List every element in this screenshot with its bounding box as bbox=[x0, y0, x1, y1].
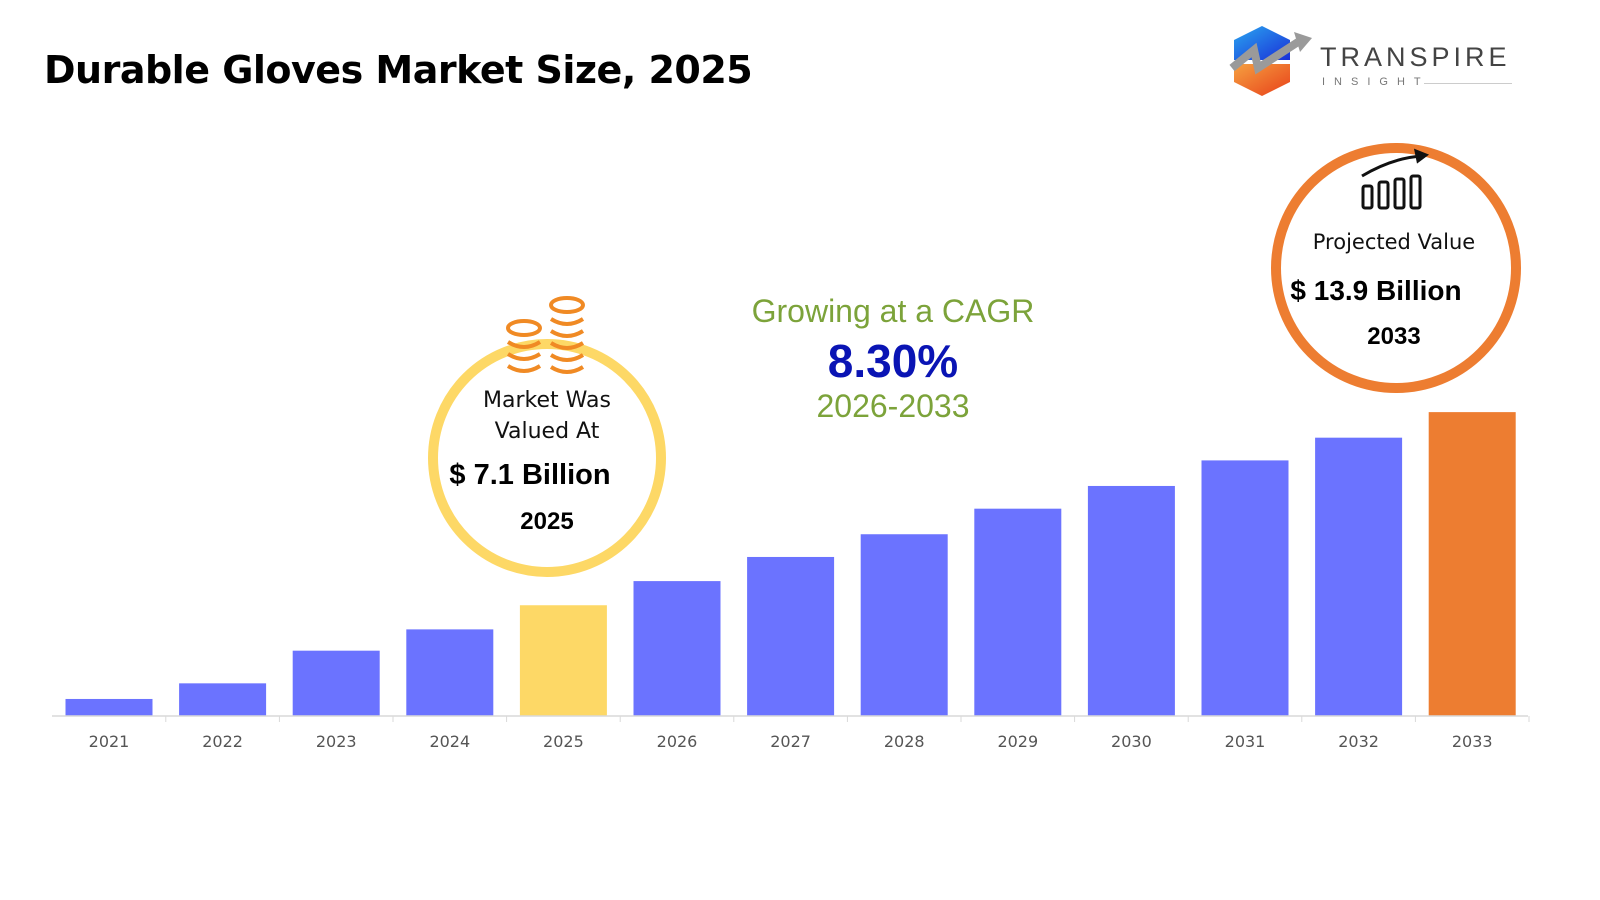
x-tick-label: 2023 bbox=[316, 732, 357, 751]
bar-2024 bbox=[406, 629, 494, 716]
market-valued-label: Market Was Valued At bbox=[447, 385, 647, 447]
bar-2030 bbox=[1087, 485, 1175, 716]
transpire-logo: TRANSPIRE INSIGHT bbox=[1228, 24, 1518, 100]
cagr-label: Growing at a CAGR bbox=[751, 293, 1035, 329]
cagr-period: 2026-2033 bbox=[816, 388, 970, 424]
x-tick-label: 2028 bbox=[884, 732, 925, 751]
x-tick-label: 2030 bbox=[1111, 732, 1152, 751]
page-title: Durable Gloves Market Size, 2025 bbox=[44, 48, 753, 92]
x-tick-label: 2026 bbox=[657, 732, 698, 751]
bar-2033 bbox=[1428, 412, 1516, 716]
bar-2027 bbox=[747, 556, 835, 716]
projected-amount: $ 13.9 Billion bbox=[1290, 275, 1462, 306]
bar-2025 bbox=[519, 605, 607, 716]
bar-2022 bbox=[179, 683, 267, 716]
bar-2032 bbox=[1315, 437, 1403, 716]
x-tick-label: 2025 bbox=[543, 732, 584, 751]
growth-bar-chart-icon bbox=[1361, 148, 1430, 210]
logo-divider bbox=[1424, 83, 1512, 84]
bar-2021 bbox=[65, 698, 153, 716]
projected-year: 2033 bbox=[1367, 323, 1421, 350]
bar-2031 bbox=[1201, 460, 1289, 716]
x-tick-label: 2022 bbox=[202, 732, 243, 751]
x-tick-label: 2031 bbox=[1225, 732, 1266, 751]
market-valued-year: 2025 bbox=[520, 508, 574, 535]
cagr-value: 8.30% bbox=[827, 335, 959, 387]
projected-value-circle bbox=[1271, 143, 1521, 393]
projected-label: Projected Value bbox=[1312, 230, 1476, 254]
x-tick-label: 2027 bbox=[770, 732, 811, 751]
logo-name: TRANSPIRE bbox=[1320, 42, 1511, 72]
market-valued-label-line2: Valued At bbox=[494, 419, 600, 444]
bar-2029 bbox=[974, 508, 1062, 716]
coin-stack-icon bbox=[506, 296, 585, 374]
x-tick-label: 2024 bbox=[429, 732, 470, 751]
market-valued-circle bbox=[428, 339, 666, 577]
market-valued-label-line1: Market Was bbox=[483, 388, 611, 413]
logo-sub: INSIGHT bbox=[1322, 76, 1430, 88]
bar-2028 bbox=[860, 534, 948, 716]
x-tick-label: 2029 bbox=[997, 732, 1038, 751]
bar-2023 bbox=[292, 650, 380, 716]
x-tick-label: 2032 bbox=[1338, 732, 1379, 751]
x-tick-label: 2021 bbox=[89, 732, 130, 751]
x-tick-label: 2033 bbox=[1452, 732, 1493, 751]
market-valued-amount: $ 7.1 Billion bbox=[449, 459, 611, 491]
logo-hexagon-icon bbox=[1229, 26, 1312, 96]
bar-2026 bbox=[633, 581, 721, 716]
